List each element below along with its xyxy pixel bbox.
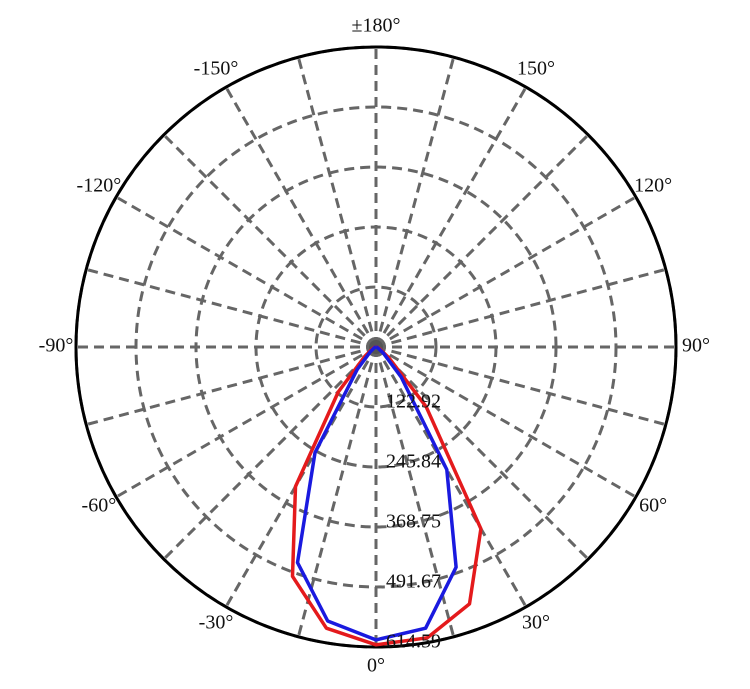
spoke — [224, 86, 378, 348]
minor-spoke — [374, 345, 590, 561]
minor-spoke — [374, 56, 456, 348]
ring — [254, 225, 498, 469]
spoke — [375, 195, 637, 349]
angle-label: -30° — [199, 612, 234, 634]
series-line — [295, 345, 458, 642]
minor-spoke — [85, 267, 377, 349]
spoke — [115, 195, 377, 349]
r-tick-label: 491.67 — [386, 571, 441, 593]
outer-circle — [74, 45, 678, 649]
minor-spoke — [162, 133, 378, 349]
angle-label: 90° — [682, 335, 710, 357]
r-tick-label: 122.92 — [386, 391, 441, 413]
angle-label: -150° — [194, 57, 239, 79]
minor-spoke — [375, 345, 667, 427]
angle-label: -90° — [39, 335, 74, 357]
angle-label: 120° — [634, 175, 672, 197]
spoke — [374, 346, 528, 608]
r-tick-label: 368.75 — [386, 511, 441, 533]
ring — [314, 285, 438, 409]
minor-spoke — [162, 345, 378, 561]
angle-label: -120° — [77, 175, 122, 197]
minor-spoke — [85, 345, 377, 427]
angle-label: 60° — [639, 495, 667, 517]
spoke — [115, 345, 377, 499]
ring — [134, 105, 618, 589]
minor-spoke — [374, 133, 590, 349]
angle-label: 30° — [522, 612, 550, 634]
minor-spoke — [374, 346, 456, 638]
spoke — [375, 345, 637, 499]
angle-label: -60° — [82, 495, 117, 517]
minor-spoke — [375, 267, 667, 349]
angle-label: 0° — [367, 655, 385, 677]
ring — [194, 165, 558, 529]
spoke — [374, 86, 528, 348]
minor-spoke — [296, 56, 378, 348]
r-tick-label: 614.59 — [386, 631, 441, 653]
angle-label: ±180° — [352, 15, 401, 37]
r-tick-label: 245.84 — [386, 451, 441, 473]
angle-label: 150° — [517, 57, 555, 79]
